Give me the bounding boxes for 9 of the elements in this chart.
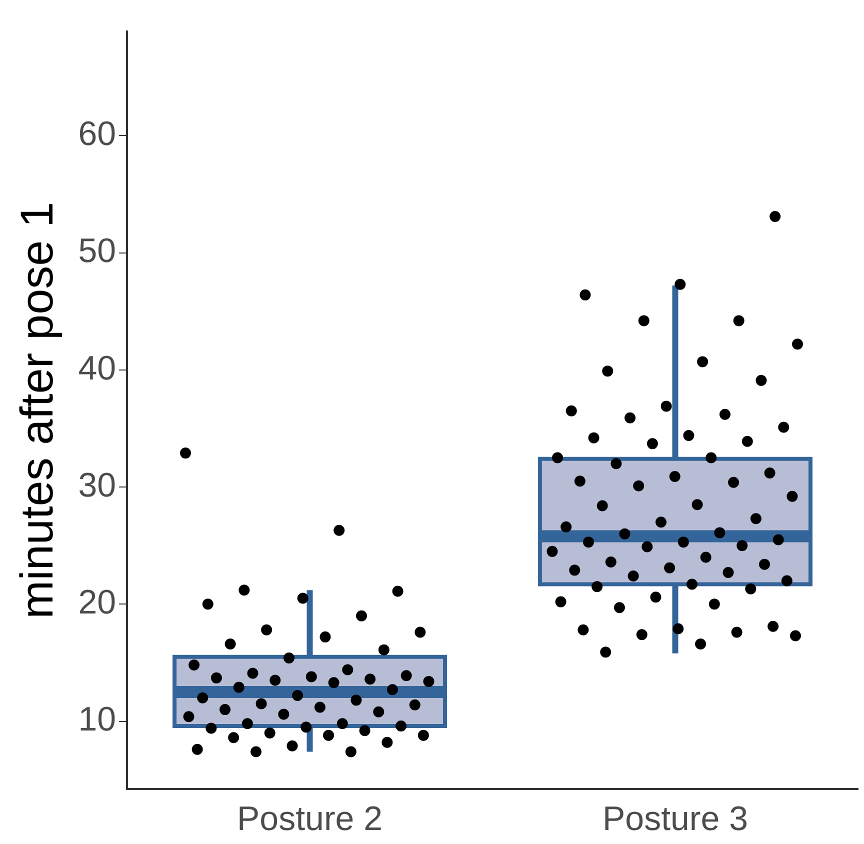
y-tick-label: 40 (78, 349, 116, 388)
y-tick-label: 20 (78, 584, 116, 622)
x-tick-label: Posture 3 (602, 800, 748, 838)
y-tick-label: 30 (78, 466, 116, 504)
y-axis-title: minutes after pose 1 (10, 202, 62, 619)
x-tick-label: Posture 2 (237, 800, 383, 838)
y-tick-label: 10 (78, 700, 116, 739)
y-tick-label: 60 (78, 115, 116, 154)
y-tick-label: 50 (78, 232, 116, 270)
